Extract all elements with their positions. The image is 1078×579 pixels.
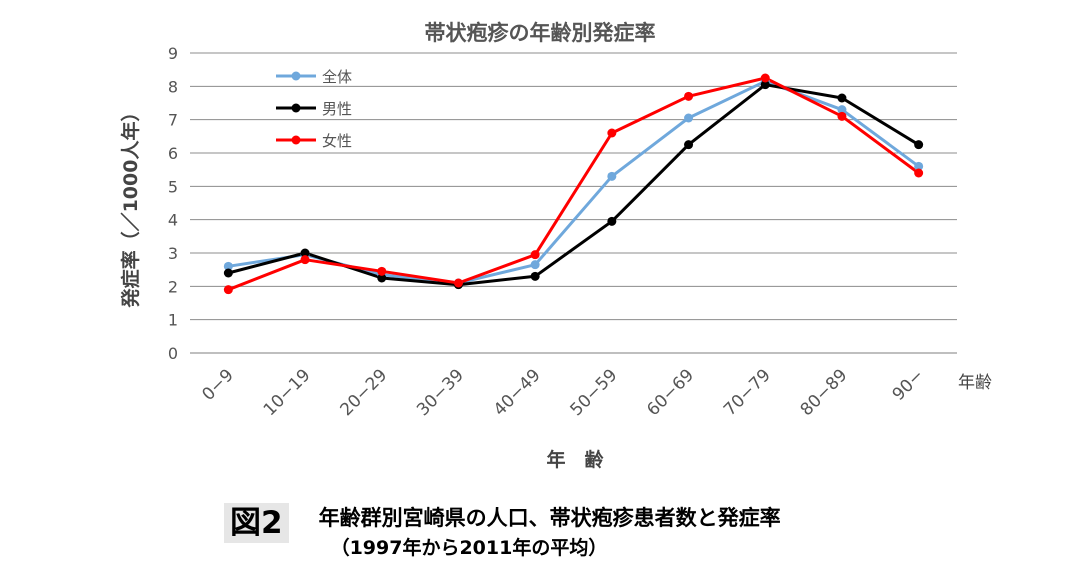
y-tick-label: 0: [168, 344, 178, 363]
data-point: [377, 266, 387, 276]
data-point: [684, 91, 694, 101]
x-tick-label: 40−49: [490, 365, 545, 420]
data-point: [607, 171, 617, 181]
y-tick-label: 9: [168, 44, 178, 63]
y-axis-label: 発症率（／1000人年）: [119, 103, 142, 309]
x-tick-label: 10−19: [260, 365, 315, 420]
y-tick-label: 3: [168, 244, 178, 263]
caption-line-2: （1997年から2011年の平均）: [330, 537, 608, 559]
data-point: [530, 271, 540, 281]
data-point: [223, 285, 233, 295]
data-point: [300, 248, 310, 258]
data-point: [760, 73, 770, 83]
y-tick-label: 8: [168, 77, 178, 96]
y-tick-label: 7: [168, 111, 178, 130]
data-point: [684, 140, 694, 150]
data-point: [300, 255, 310, 265]
line-chart: 帯状疱疹の年齢別発症率 0 1 2 3 4 5 6 7 8 9 0−9 10−19 20−29 30−3…: [119, 21, 992, 471]
data-point: [837, 111, 847, 121]
data-point: [607, 128, 617, 138]
chart-title: 帯状疱疹の年齢別発症率: [425, 21, 656, 45]
data-point: [453, 278, 463, 288]
legend-label: 全体: [322, 68, 352, 86]
series-points: [223, 73, 924, 295]
legend-marker: [291, 103, 301, 113]
caption-text: 年齢群別宮崎県の人口、帯状疱疹患者数と発症率 （1997年から2011年の平均）: [319, 503, 781, 563]
x-tick-label: 50−59: [567, 365, 622, 420]
data-point: [760, 80, 770, 90]
legend-label: 男性: [322, 100, 352, 118]
data-point: [837, 105, 847, 115]
series-line-2: [227, 76, 920, 292]
data-point: [837, 93, 847, 103]
data-point: [223, 268, 233, 278]
data-point: [914, 140, 924, 150]
figure-caption: 図2 年齢群別宮崎県の人口、帯状疱疹患者数と発症率 （1997年から2011年の…: [224, 503, 781, 563]
data-point: [914, 161, 924, 171]
x-tick-label: 70−79: [720, 365, 775, 420]
y-tick-label: 6: [168, 144, 178, 163]
x-tick-label: 0−9: [198, 365, 238, 405]
y-tick-label: 5: [168, 177, 178, 196]
x-tick-label: 30−39: [413, 365, 468, 420]
legend-label: 女性: [322, 132, 352, 150]
data-point: [607, 216, 617, 226]
data-point: [530, 260, 540, 270]
y-tick-label: 4: [168, 211, 178, 230]
data-point: [377, 273, 387, 283]
x-axis-ticks: 0−9 10−19 20−29 30−39 40−49 50−59 60−69 70−79 80…: [198, 365, 928, 420]
x-tick-label: 20−29: [336, 365, 391, 420]
y-axis-ticks: 0 1 2 3 4 5 6 7 8 9: [168, 44, 178, 363]
data-point: [223, 261, 233, 271]
x-axis-unit: 年齢: [958, 373, 992, 393]
caption-line-1: 年齢群別宮崎県の人口、帯状疱疹患者数と発症率: [318, 506, 781, 530]
series-lines: [227, 76, 920, 292]
legend-marker: [291, 135, 301, 145]
y-tick-label: 2: [168, 277, 178, 296]
figure-label: 図2: [224, 503, 289, 543]
data-point: [684, 113, 694, 123]
x-tick-label: 80−89: [797, 365, 852, 420]
y-tick-label: 1: [168, 311, 178, 330]
x-axis-label: 年 齢: [546, 448, 604, 471]
x-tick-label: 90−: [889, 365, 929, 405]
data-point: [914, 168, 924, 178]
data-point: [530, 250, 540, 260]
legend-marker: [291, 71, 301, 81]
x-tick-label: 60−69: [643, 365, 698, 420]
